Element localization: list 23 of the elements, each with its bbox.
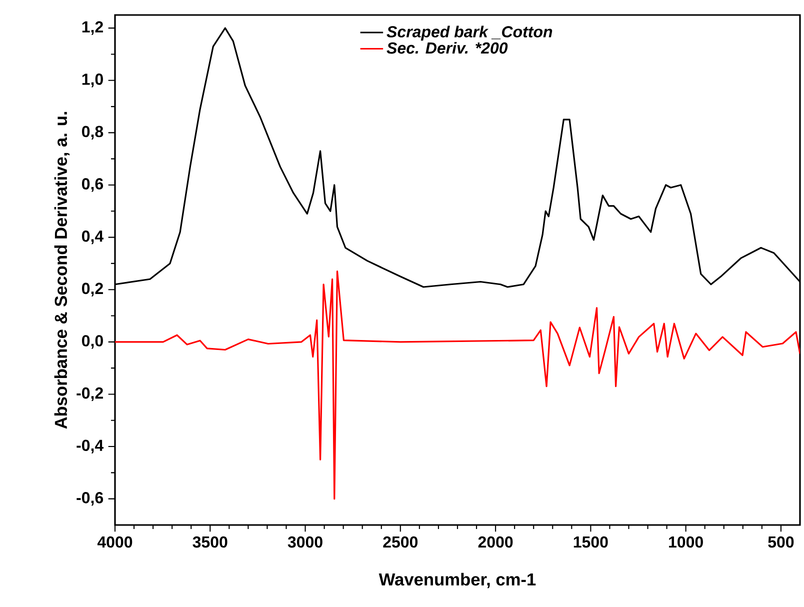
y-tick-label: -0,4 [76, 440, 104, 454]
legend-label: Sec. Deriv. *200 [386, 42, 508, 54]
x-axis-title: Wavenumber, cm-1 [378, 572, 536, 588]
y-tick-label: 0,8 [82, 126, 104, 140]
x-tick-label: 2000 [478, 536, 513, 548]
x-tick-label: 3500 [192, 536, 228, 548]
y-tick-label: 0,0 [82, 335, 103, 349]
x-tick-label: 4000 [97, 536, 132, 548]
y-tick-label: -0,2 [76, 387, 103, 402]
x-tick-label: 500 [768, 536, 794, 548]
x-tick-label: 1000 [669, 536, 703, 548]
y-tick-label: 0,2 [82, 282, 103, 296]
x-tick-label: 3000 [288, 536, 322, 548]
x-tick-label: 1500 [574, 536, 608, 548]
y-tick-label: -0,6 [76, 492, 104, 506]
y-tick-label: 1,2 [82, 21, 103, 35]
x-tick-label: 2500 [383, 536, 418, 548]
y-tick-label: 0,6 [82, 178, 104, 192]
y-tick-label: 1,0 [82, 74, 103, 88]
y-tick-label: 0,4 [82, 230, 104, 244]
line-series [115, 270, 800, 500]
legend-label: Scraped bark _Cotton [386, 26, 552, 41]
y-axis-title: Absorbance & Second Derivative, a. u. [54, 112, 70, 429]
